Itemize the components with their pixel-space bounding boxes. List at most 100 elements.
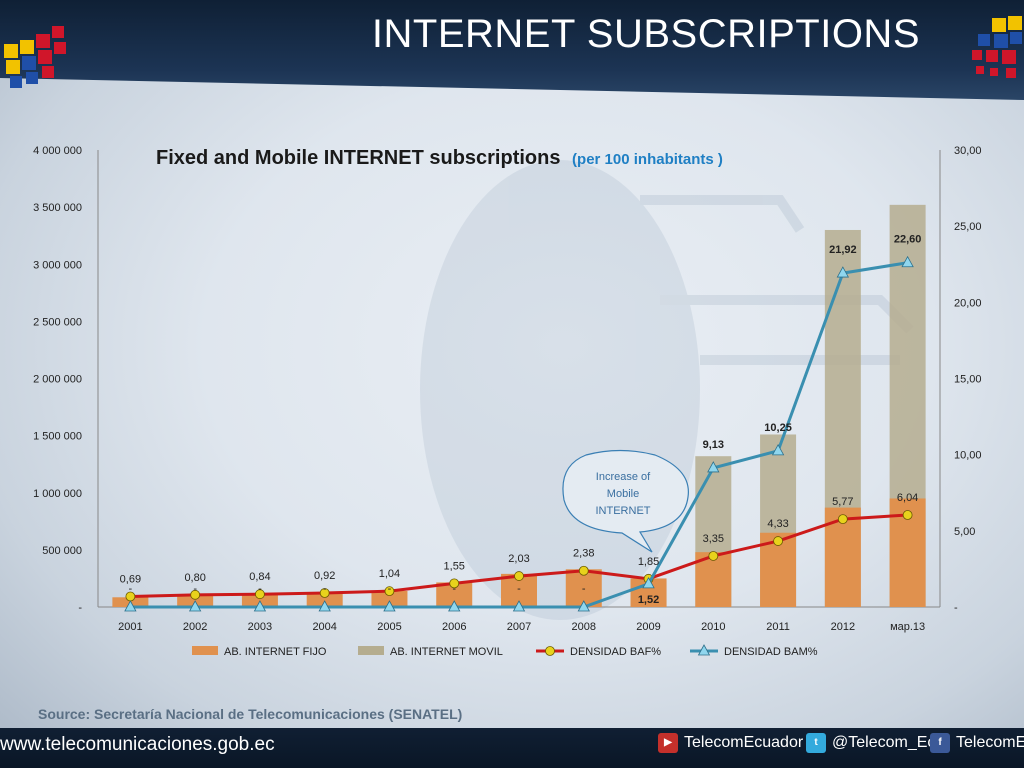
- right-axis-ticks: - 5,00 10,00 15,00 20,00 25,00 30,00: [954, 145, 982, 614]
- x-tick-label: 2003: [248, 621, 272, 633]
- slide-title: INTERNET SUBSCRIPTIONS: [371, 12, 920, 56]
- legend-item: AB. INTERNET MOVIL: [358, 646, 503, 658]
- baf-data-label: 0,69: [120, 573, 141, 585]
- bam-point: [448, 600, 461, 612]
- left-tick-label: 1 500 000: [33, 431, 82, 443]
- logo-mosaic-left: [4, 26, 66, 88]
- x-axis-ticks: 2001 2002 2003 2004 2005 2006 2007 2008 2009 2010…: [118, 621, 925, 633]
- bam-data-label: -: [517, 583, 521, 595]
- chart-title: Fixed and Mobile INTERNET subscriptions …: [156, 147, 723, 169]
- bam-data-label: 10,25: [764, 422, 792, 434]
- bam-point: [642, 577, 655, 589]
- website-link[interactable]: www.telecomunicaciones.gob.ec: [0, 734, 275, 755]
- legend-item: DENSIDAD BAM%: [690, 644, 818, 658]
- baf-point: [773, 536, 783, 546]
- baf-point: [449, 578, 460, 589]
- bam-point: [577, 600, 590, 612]
- bam-data-label: 9,13: [703, 439, 724, 451]
- baf-point: [837, 514, 848, 525]
- bam-data-label: -: [193, 583, 197, 595]
- bam-point: [901, 255, 914, 268]
- left-tick-label: 500 000: [42, 545, 82, 557]
- x-tick-label: 2011: [766, 621, 790, 633]
- right-tick-label: 5,00: [954, 526, 975, 538]
- series-fixed-bars: [112, 498, 926, 607]
- left-tick-label: 3 500 000: [33, 202, 82, 214]
- bam-data-label: 22,60: [894, 234, 922, 246]
- baf-data-label: 2,38: [573, 548, 594, 560]
- legend-item: AB. INTERNET FIJO: [192, 646, 327, 658]
- legend-label: DENSIDAD BAM%: [724, 646, 818, 658]
- left-tick-label: 2 000 000: [33, 374, 82, 386]
- legend-swatch: [192, 646, 218, 655]
- baf-data-label: 2,03: [508, 553, 529, 565]
- bam-point: [124, 600, 137, 612]
- x-tick-label: 2006: [442, 621, 466, 633]
- legend-marker: [697, 644, 711, 656]
- bam-data-label: -: [582, 583, 586, 595]
- youtube-icon: ▶: [658, 733, 678, 753]
- bam-data-label: -: [388, 583, 392, 595]
- baf-data-label: 3,35: [703, 533, 724, 545]
- bam-data-label: -: [323, 583, 327, 595]
- facebook-label: TelecomEc: [956, 734, 1024, 751]
- chart: Fixed and Mobile INTERNET subscriptions …: [4, 16, 1022, 658]
- facebook-icon: f: [930, 733, 950, 753]
- right-tick-label: 20,00: [954, 297, 982, 309]
- left-tick-label: -: [78, 602, 82, 614]
- series-baf-line: [125, 510, 913, 602]
- x-tick-label: 2004: [312, 621, 336, 633]
- twitter-link[interactable]: t @Telecom_Ec: [806, 733, 935, 753]
- bam-point: [383, 600, 396, 612]
- left-axis-ticks: - 500 000 1 000 000 1 500 000 2 000 000 2 500…: [33, 145, 82, 614]
- bam-point: [253, 600, 267, 612]
- bam-data-label: -: [258, 583, 262, 595]
- baf-point: [708, 551, 719, 561]
- baf-data-label: 0,84: [249, 571, 270, 583]
- youtube-link[interactable]: ▶ TelecomEcuador: [658, 733, 803, 753]
- baf-point: [578, 565, 589, 576]
- bar-fixed: [306, 592, 343, 607]
- logo-mosaic-right: [972, 16, 1022, 78]
- baf-data-label: 6,04: [897, 492, 918, 504]
- legend-swatch: [358, 646, 384, 655]
- footer-band: [0, 728, 1024, 768]
- chart-legend: AB. INTERNET FIJO AB. INTERNET MOVIL DENSI…: [192, 644, 818, 658]
- right-tick-label: -: [954, 602, 958, 614]
- source-note: Source: Secretaría Nacional de Telecomun…: [38, 706, 463, 722]
- legend-label: DENSIDAD BAF%: [570, 646, 661, 658]
- baf-point: [255, 589, 265, 600]
- left-tick-label: 1 000 000: [33, 488, 82, 500]
- bam-data-label: 1,52: [638, 594, 659, 606]
- x-tick-label: 2010: [701, 621, 725, 633]
- twitter-label: @Telecom_Ec: [832, 734, 936, 751]
- baf-data-label: 0,80: [184, 572, 205, 584]
- baf-data-label: 0,92: [314, 570, 335, 582]
- bam-data-label: -: [129, 583, 133, 595]
- baf-data-label: 5,77: [832, 496, 853, 508]
- annotation-line-3: INTERNET: [596, 505, 651, 517]
- baf-point: [384, 586, 395, 597]
- right-tick-label: 30,00: [954, 145, 982, 157]
- baf-point: [190, 589, 201, 600]
- left-tick-label: 4 000 000: [33, 145, 82, 157]
- series-bam-line: [124, 255, 914, 612]
- baf-data-label: 1,55: [444, 560, 465, 572]
- baf-data-label: 4,33: [767, 518, 788, 530]
- series-bam-labels: - - - - - - - - 1,52 9,13 10,25 21,92 22,60: [129, 234, 922, 606]
- x-tick-label: мар.13: [890, 621, 925, 633]
- baf-point: [514, 571, 524, 581]
- legend-item: DENSIDAD BAF%: [536, 646, 661, 658]
- bam-point: [836, 266, 850, 278]
- facebook-link[interactable]: f TelecomEc: [930, 733, 1024, 753]
- bam-data-label: 21,92: [829, 244, 857, 256]
- legend-marker: [545, 646, 555, 656]
- twitter-icon: t: [806, 733, 826, 753]
- baf-point: [902, 510, 913, 520]
- bam-point: [707, 461, 720, 473]
- series-baf-labels: 0,69 0,80 0,84 0,92 1,04 1,55 2,03 2,38 1,85 3,35…: [120, 492, 919, 585]
- bam-point: [771, 444, 785, 456]
- bam-point: [512, 600, 526, 612]
- youtube-label: TelecomEcuador: [684, 734, 804, 751]
- baf-point: [319, 588, 330, 598]
